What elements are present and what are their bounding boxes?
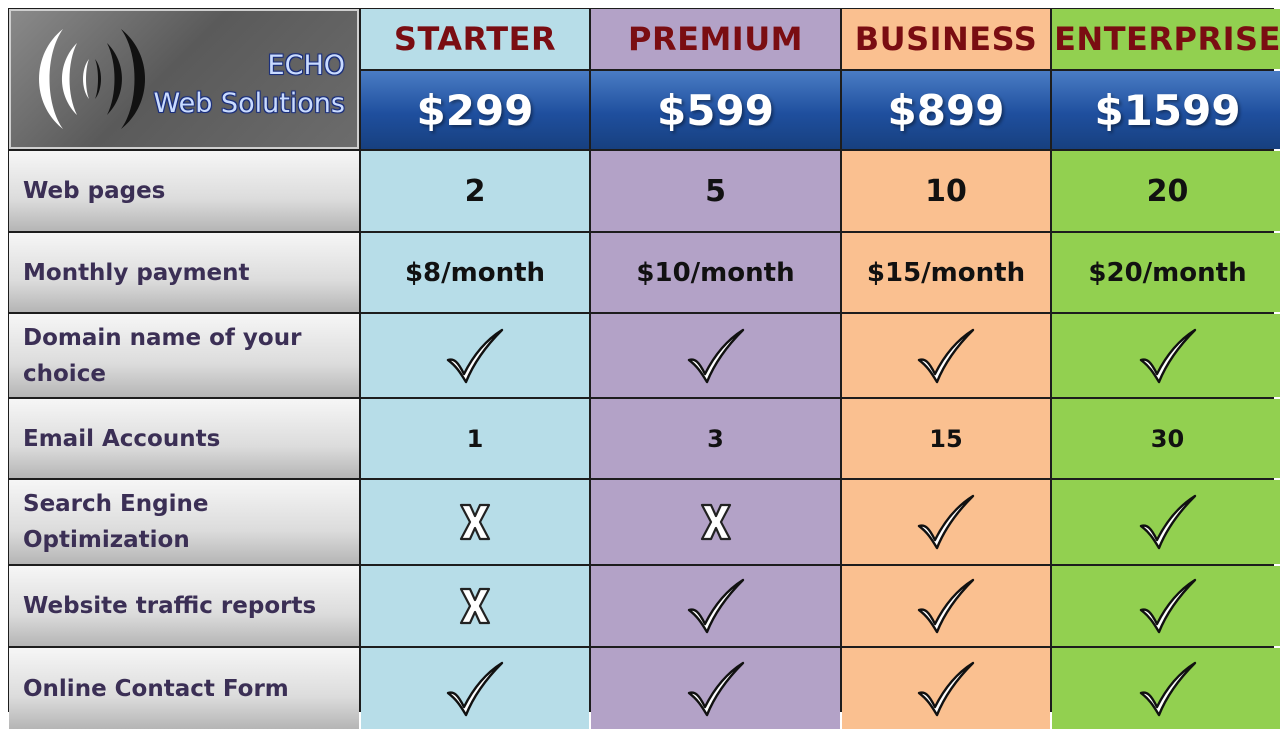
- feature-value-business: [842, 648, 1050, 729]
- feature-value-enterprise: 30: [1052, 399, 1280, 478]
- checkmark-icon: [1137, 576, 1199, 636]
- checkmark-icon: [915, 492, 977, 552]
- feature-label: Domain name of your choice: [9, 314, 359, 397]
- feature-value-premium: 3: [591, 399, 840, 478]
- feature-value-business: [842, 566, 1050, 646]
- checkmark-icon: [1137, 659, 1199, 719]
- checkmark-icon: [685, 659, 747, 719]
- plan-name: BUSINESS: [854, 20, 1038, 58]
- feature-value-enterprise: $20/month: [1052, 233, 1280, 312]
- feature-value-business: [842, 480, 1050, 564]
- feature-value-starter: [361, 480, 589, 564]
- x-mark-icon: [699, 502, 733, 542]
- feature-value-starter: 2: [361, 151, 589, 231]
- plan-header-business: BUSINESS: [842, 9, 1050, 69]
- feature-value-text: $8/month: [404, 257, 546, 288]
- checkmark-icon: [915, 326, 977, 386]
- checkmark-icon: [915, 659, 977, 719]
- feature-label: Online Contact Form: [9, 648, 359, 729]
- feature-value-text: $10/month: [636, 257, 795, 288]
- feature-value-text: $20/month: [1088, 257, 1247, 288]
- feature-value-text: $15/month: [866, 257, 1026, 288]
- plan-name: STARTER: [393, 20, 557, 58]
- feature-value-text: 30: [1150, 424, 1185, 453]
- feature-value-text: 20: [1146, 173, 1189, 209]
- x-mark-icon: [458, 502, 492, 542]
- checkmark-icon: [685, 576, 747, 636]
- feature-value-premium: [591, 566, 840, 646]
- feature-value-enterprise: [1052, 314, 1280, 397]
- feature-value-premium: [591, 480, 840, 564]
- sound-wave-icon: [39, 29, 145, 129]
- brand-line-2: Web Solutions: [153, 88, 345, 119]
- brand-name: ECHO Web Solutions: [153, 47, 345, 123]
- feature-value-starter: [361, 314, 589, 397]
- plan-header-enterprise: ENTERPRISE: [1052, 9, 1280, 69]
- feature-value-premium: $10/month: [591, 233, 840, 312]
- checkmark-icon: [1137, 326, 1199, 386]
- feature-value-starter: [361, 566, 589, 646]
- plan-price-premium: $599: [591, 71, 840, 149]
- plan-header-starter: STARTER: [361, 9, 589, 69]
- plan-price-business: $899: [842, 71, 1050, 149]
- plan-price-starter: $299: [361, 71, 589, 149]
- feature-value-starter: $8/month: [361, 233, 589, 312]
- feature-value-premium: [591, 314, 840, 397]
- plan-header-premium: PREMIUM: [591, 9, 840, 69]
- checkmark-icon: [1137, 492, 1199, 552]
- feature-value-enterprise: [1052, 480, 1280, 564]
- feature-label: Monthly payment: [9, 233, 359, 312]
- feature-value-text: 15: [929, 424, 963, 453]
- feature-label: Web pages: [9, 151, 359, 231]
- x-mark-icon: [458, 586, 492, 626]
- feature-value-enterprise: 20: [1052, 151, 1280, 231]
- plan-name: ENTERPRISE: [1054, 20, 1280, 58]
- feature-label: Search Engine Optimization: [9, 480, 359, 564]
- feature-label: Website traffic reports: [9, 566, 359, 646]
- plan-name: PREMIUM: [627, 20, 804, 58]
- feature-label: Email Accounts: [9, 399, 359, 478]
- brand-line-1: ECHO: [267, 50, 345, 81]
- pricing-table: ECHO Web Solutions STARTER PREMIUM BUSIN…: [8, 8, 1280, 729]
- feature-value-business: $15/month: [842, 233, 1050, 312]
- feature-value-business: 15: [842, 399, 1050, 478]
- feature-value-text: 1: [466, 424, 484, 453]
- feature-value-enterprise: [1052, 648, 1280, 729]
- checkmark-icon: [685, 326, 747, 386]
- feature-value-text: 10: [925, 173, 967, 209]
- feature-value-premium: [591, 648, 840, 729]
- brand-logo: ECHO Web Solutions: [9, 9, 359, 149]
- feature-value-text: 2: [464, 173, 486, 209]
- feature-value-text: 3: [707, 424, 724, 453]
- checkmark-icon: [444, 659, 506, 719]
- feature-value-text: 5: [705, 173, 726, 209]
- feature-value-enterprise: [1052, 566, 1280, 646]
- feature-value-business: 10: [842, 151, 1050, 231]
- feature-value-starter: [361, 648, 589, 729]
- feature-value-business: [842, 314, 1050, 397]
- checkmark-icon: [444, 326, 506, 386]
- plan-price-enterprise: $1599: [1052, 71, 1280, 149]
- feature-value-starter: 1: [361, 399, 589, 478]
- feature-value-premium: 5: [591, 151, 840, 231]
- checkmark-icon: [915, 576, 977, 636]
